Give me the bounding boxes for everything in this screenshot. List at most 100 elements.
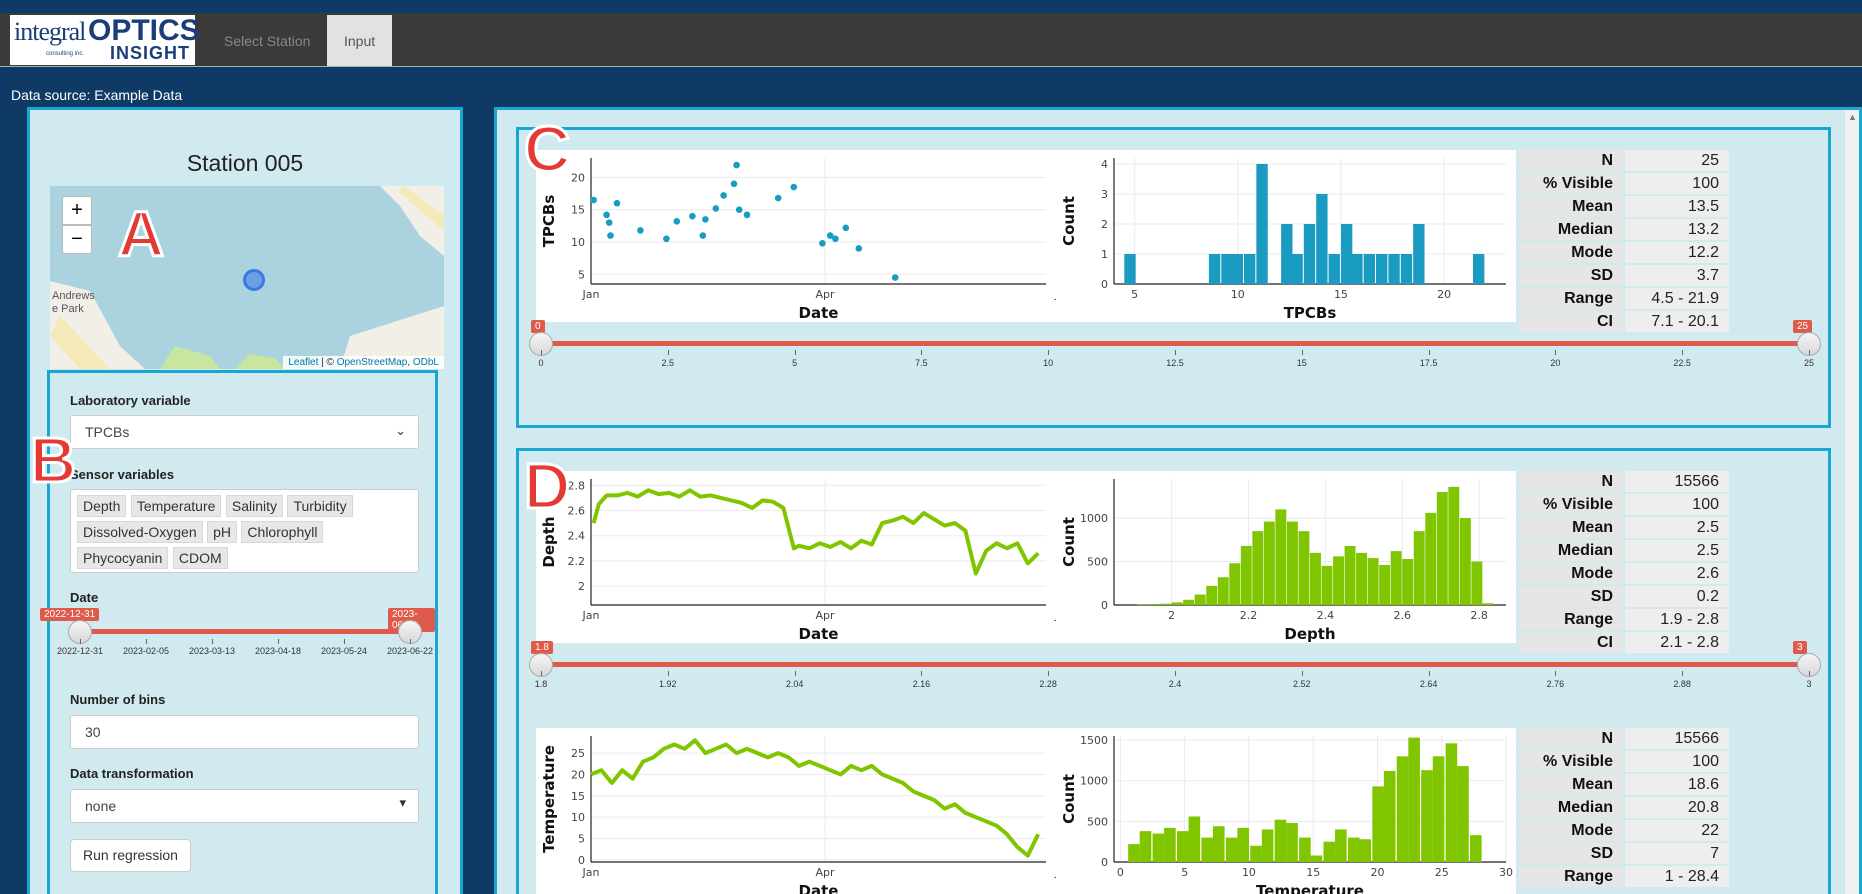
scatter-point bbox=[735, 206, 743, 213]
sensor-chip[interactable]: Temperature bbox=[130, 495, 222, 517]
x-tick-label: 20 bbox=[1437, 288, 1451, 301]
logo-insight-text: INSIGHT bbox=[110, 43, 191, 63]
run-regression-button[interactable]: Run regression bbox=[70, 839, 191, 872]
date-from-badge: 2022-12-31 bbox=[40, 608, 100, 621]
histogram-bar bbox=[1240, 545, 1252, 605]
stat-key: SD bbox=[1519, 843, 1623, 864]
histogram-bar bbox=[1340, 224, 1353, 284]
tpcbs-range-slider[interactable]: 0 25 0 2.5 5 7.5 10 12.5 15 17.5 20 22.5 25 bbox=[519, 320, 1831, 380]
histogram-bar bbox=[1400, 254, 1413, 284]
depth-histogram-plot[interactable]: 0 500 1000 2 2.2 2.4 2.6 2.8 Depth Count bbox=[1056, 471, 1516, 643]
annotation-d: D bbox=[522, 450, 571, 522]
depth-timeseries-plot[interactable]: 22.22.42.62.8JanAprJulDateDepth bbox=[536, 471, 1068, 643]
map-road-right bbox=[398, 186, 444, 231]
range-tick-mark bbox=[541, 671, 542, 676]
x-tick-label: 2.2 bbox=[1240, 609, 1258, 622]
annotation-a: A bbox=[116, 198, 165, 270]
temperature-timeseries-plot[interactable]: 0510152025JanAprJulDateTemperature bbox=[536, 728, 1068, 894]
scatter-point bbox=[743, 211, 751, 219]
range-tick-mark bbox=[667, 671, 669, 676]
station-panel: Station 005 Andrews e Park + − Leaflet |… bbox=[27, 107, 463, 894]
range-max-handle[interactable] bbox=[1797, 653, 1821, 677]
bins-input[interactable]: 30 bbox=[70, 715, 419, 749]
tpcbs-timeseries-plot[interactable]: 5101520JanAprJulDateTPCBs bbox=[536, 150, 1068, 322]
scatter-point bbox=[855, 245, 863, 252]
x-axis-title: Date bbox=[799, 882, 839, 894]
tab-select-station[interactable]: Select Station bbox=[224, 33, 311, 49]
range-tick-label: 0 bbox=[538, 358, 544, 368]
annotation-b: B bbox=[28, 424, 77, 496]
stat-key: N bbox=[1519, 728, 1623, 749]
map-road-left bbox=[50, 316, 110, 369]
date-label: Date bbox=[70, 590, 99, 605]
osm-link[interactable]: OpenStreetMap bbox=[336, 357, 408, 368]
company-logo: integral consulting inc. OPTICS INSIGHT bbox=[10, 15, 200, 65]
stat-row: Mode 12.2 bbox=[1519, 242, 1729, 263]
range-slider-track[interactable] bbox=[541, 662, 1809, 667]
zoom-out-button[interactable]: − bbox=[62, 225, 92, 254]
histogram-bar bbox=[1250, 845, 1262, 862]
sensor-chip[interactable]: Depth bbox=[77, 495, 127, 517]
sensor-chip[interactable]: CDOM bbox=[172, 547, 228, 569]
histogram-bar bbox=[1372, 786, 1384, 862]
range-tick-label: 10 bbox=[1043, 358, 1054, 368]
range-slider-track[interactable] bbox=[541, 341, 1809, 346]
histogram-bar bbox=[1459, 518, 1471, 605]
date-slider-track[interactable] bbox=[80, 629, 410, 634]
date-tick-label: 2023-04-18 bbox=[255, 646, 302, 656]
leaflet-link[interactable]: Leaflet bbox=[288, 357, 319, 368]
x-axis-title: Date bbox=[799, 625, 839, 643]
histogram-bar bbox=[1229, 563, 1241, 605]
y-axis-title: Depth bbox=[540, 516, 558, 567]
station-marker-icon[interactable] bbox=[243, 269, 265, 291]
stat-row: CI 2.1 - 2.8 bbox=[1519, 632, 1729, 653]
sensor-chip[interactable]: Salinity bbox=[225, 495, 283, 517]
scatter-point bbox=[689, 212, 696, 220]
stat-row: % Visible 100 bbox=[1519, 751, 1729, 772]
bins-label: Number of bins bbox=[70, 692, 166, 707]
scroll-up-icon[interactable]: ▲ bbox=[1848, 112, 1857, 122]
range-tick-label: 20 bbox=[1550, 358, 1561, 368]
temperature-histogram-plot[interactable]: 0 500 1000 1500 0 5 10 15 20 25 30 Temperature Count bbox=[1056, 728, 1516, 894]
range-tick-mark bbox=[1428, 350, 1430, 355]
y-tick-label: 0 bbox=[578, 854, 585, 867]
tpcbs-histogram-plot[interactable]: 0 1 2 3 4 5 10 15 20 TPCBs Count bbox=[1056, 150, 1516, 322]
date-tick-mark bbox=[278, 639, 279, 644]
scatter-point bbox=[842, 224, 850, 232]
range-min-handle[interactable] bbox=[529, 653, 553, 677]
sensor-chip[interactable]: Turbidity bbox=[287, 495, 353, 517]
map-tiles bbox=[50, 186, 444, 369]
range-tick-label: 1.92 bbox=[659, 679, 677, 689]
range-tick-label: 2.88 bbox=[1673, 679, 1691, 689]
sensor-chip[interactable]: Dissolved-Oxygen bbox=[77, 521, 203, 543]
sensor-chip[interactable]: Phycocyanin bbox=[77, 547, 169, 569]
range-tick-label: 2.5 bbox=[661, 358, 675, 368]
histogram-bar bbox=[1124, 254, 1136, 284]
x-tick-label: 25 bbox=[1435, 866, 1449, 879]
histogram-bar bbox=[1231, 254, 1243, 284]
y-tick-label: 0 bbox=[1101, 856, 1108, 869]
stat-row: Range 1 - 28.4 bbox=[1519, 866, 1729, 887]
date-tick-mark bbox=[146, 639, 147, 644]
sensor-chip[interactable]: Chlorophyll bbox=[241, 521, 324, 543]
depth-range-slider[interactable]: 1.8 3 1.8 1.92 2.04 2.16 2.28 2.4 2.52 2.64 2.76 2.… bbox=[519, 641, 1831, 701]
lab-variable-select[interactable]: TPCBs ⌄ bbox=[70, 415, 419, 449]
stat-value: 25 bbox=[1625, 150, 1729, 171]
x-tick-label: 2.4 bbox=[1317, 609, 1335, 622]
scrollbar[interactable]: ▲ bbox=[1845, 110, 1859, 894]
station-map[interactable]: Andrews e Park + − Leaflet | © OpenStree… bbox=[50, 186, 444, 369]
histogram-bar bbox=[1243, 254, 1256, 284]
stat-row: SD 3.7 bbox=[1519, 265, 1729, 286]
histogram-bar bbox=[1359, 839, 1372, 862]
y-tick-label: 0 bbox=[1101, 599, 1108, 612]
zoom-in-button[interactable]: + bbox=[62, 196, 92, 225]
lab-variable-label: Laboratory variable bbox=[70, 393, 191, 408]
sensor-chip[interactable]: pH bbox=[207, 521, 237, 543]
sensor-variables-input[interactable]: Depth Temperature Salinity Turbidity Dis… bbox=[70, 489, 419, 573]
range-tick-mark bbox=[1682, 671, 1684, 676]
transformation-select[interactable]: none ▾ bbox=[70, 789, 419, 823]
tab-input[interactable]: Input bbox=[327, 15, 393, 67]
x-tick-label: Jan bbox=[582, 288, 600, 301]
stat-row: % Visible 100 bbox=[1519, 494, 1729, 515]
odbl-link[interactable]: ODbL bbox=[412, 357, 439, 368]
